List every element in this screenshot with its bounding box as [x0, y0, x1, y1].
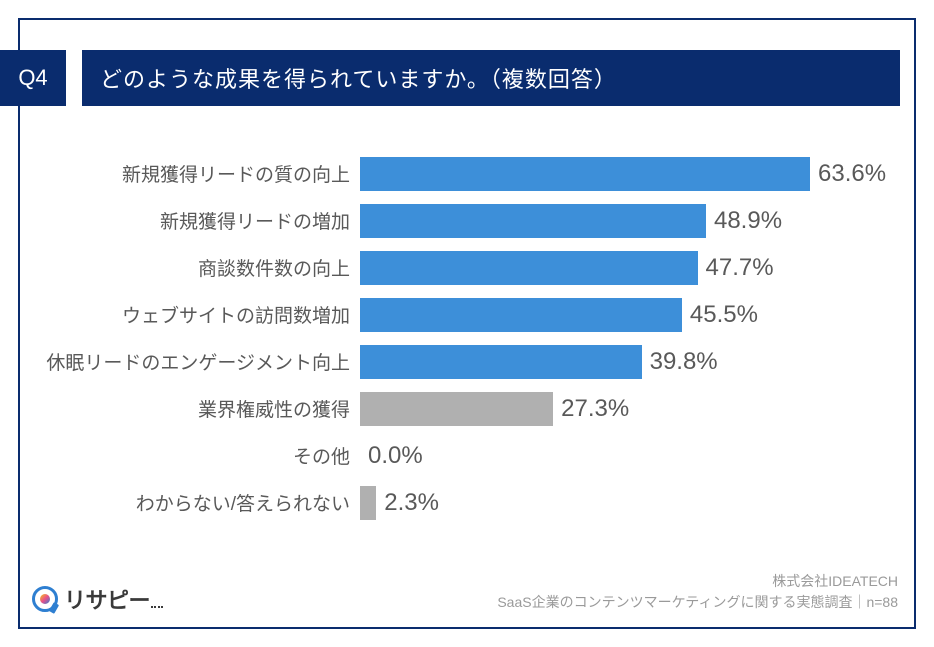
chart-row: 新規獲得リードの質の向上 63.6%	[18, 150, 916, 197]
bar-chart: 新規獲得リードの質の向上 63.6% 新規獲得リードの増加 48.9% 商談数件数の向上…	[18, 150, 916, 526]
bar	[360, 157, 810, 191]
bar-value: 39.8%	[642, 348, 718, 376]
bar	[360, 251, 698, 285]
chart-row: 業界権威性の獲得 27.3%	[18, 385, 916, 432]
bar-value: 27.3%	[553, 395, 629, 423]
credit-block: 株式会社IDEATECH SaaS企業のコンテンツマーケティングに関する実態調査…	[497, 571, 898, 613]
brand-logo-text: リサピー	[64, 583, 163, 615]
bar-label: その他	[18, 442, 360, 469]
bar-cell: 48.9%	[360, 204, 900, 238]
bar-cell: 39.8%	[360, 345, 900, 379]
bar-value: 45.5%	[682, 301, 758, 329]
bar-label: 新規獲得リードの質の向上	[18, 160, 360, 187]
chart-row: わからない/答えられない 2.3%	[18, 479, 916, 526]
bar-label: ウェブサイトの訪問数増加	[18, 301, 360, 328]
bar-cell: 2.3%	[360, 486, 900, 520]
footer: リサピー 株式会社IDEATECH SaaS企業のコンテンツマーケティングに関す…	[18, 569, 916, 629]
bar-cell: 47.7%	[360, 251, 900, 285]
credit-company: 株式会社IDEATECH	[497, 571, 898, 592]
bar-cell: 27.3%	[360, 392, 900, 426]
bar-label: 休眠リードのエンゲージメント向上	[18, 348, 360, 375]
credit-survey: SaaS企業のコンテンツマーケティングに関する実態調査｜n=88	[497, 592, 898, 613]
bar-cell: 0.0%	[360, 439, 900, 473]
bar-cell: 45.5%	[360, 298, 900, 332]
chart-row: 商談数件数の向上 47.7%	[18, 244, 916, 291]
header-gap	[66, 50, 82, 106]
chart-row: その他0.0%	[18, 432, 916, 479]
magnifier-icon	[32, 586, 58, 612]
chart-row: ウェブサイトの訪問数増加 45.5%	[18, 291, 916, 338]
bar-value: 0.0%	[360, 442, 423, 470]
bar	[360, 345, 642, 379]
bar	[360, 298, 682, 332]
bar	[360, 486, 376, 520]
chart-row: 休眠リードのエンゲージメント向上 39.8%	[18, 338, 916, 385]
bar-label: 業界権威性の獲得	[18, 395, 360, 422]
bar-label: 新規獲得リードの増加	[18, 207, 360, 234]
bar	[360, 392, 553, 426]
bar-label: わからない/答えられない	[18, 489, 360, 516]
chart-row: 新規獲得リードの増加 48.9%	[18, 197, 916, 244]
question-number-badge: Q4	[0, 50, 66, 106]
bar-value: 63.6%	[810, 160, 886, 188]
bar	[360, 204, 706, 238]
bar-value: 48.9%	[706, 207, 782, 235]
header-row: Q4 どのような成果を得られていますか。（複数回答）	[0, 50, 900, 106]
bar-value: 2.3%	[376, 489, 439, 517]
brand-logo: リサピー	[32, 583, 163, 615]
bar-value: 47.7%	[698, 254, 774, 282]
question-title: どのような成果を得られていますか。（複数回答）	[82, 50, 900, 106]
bar-cell: 63.6%	[360, 157, 900, 191]
bar-label: 商談数件数の向上	[18, 254, 360, 281]
